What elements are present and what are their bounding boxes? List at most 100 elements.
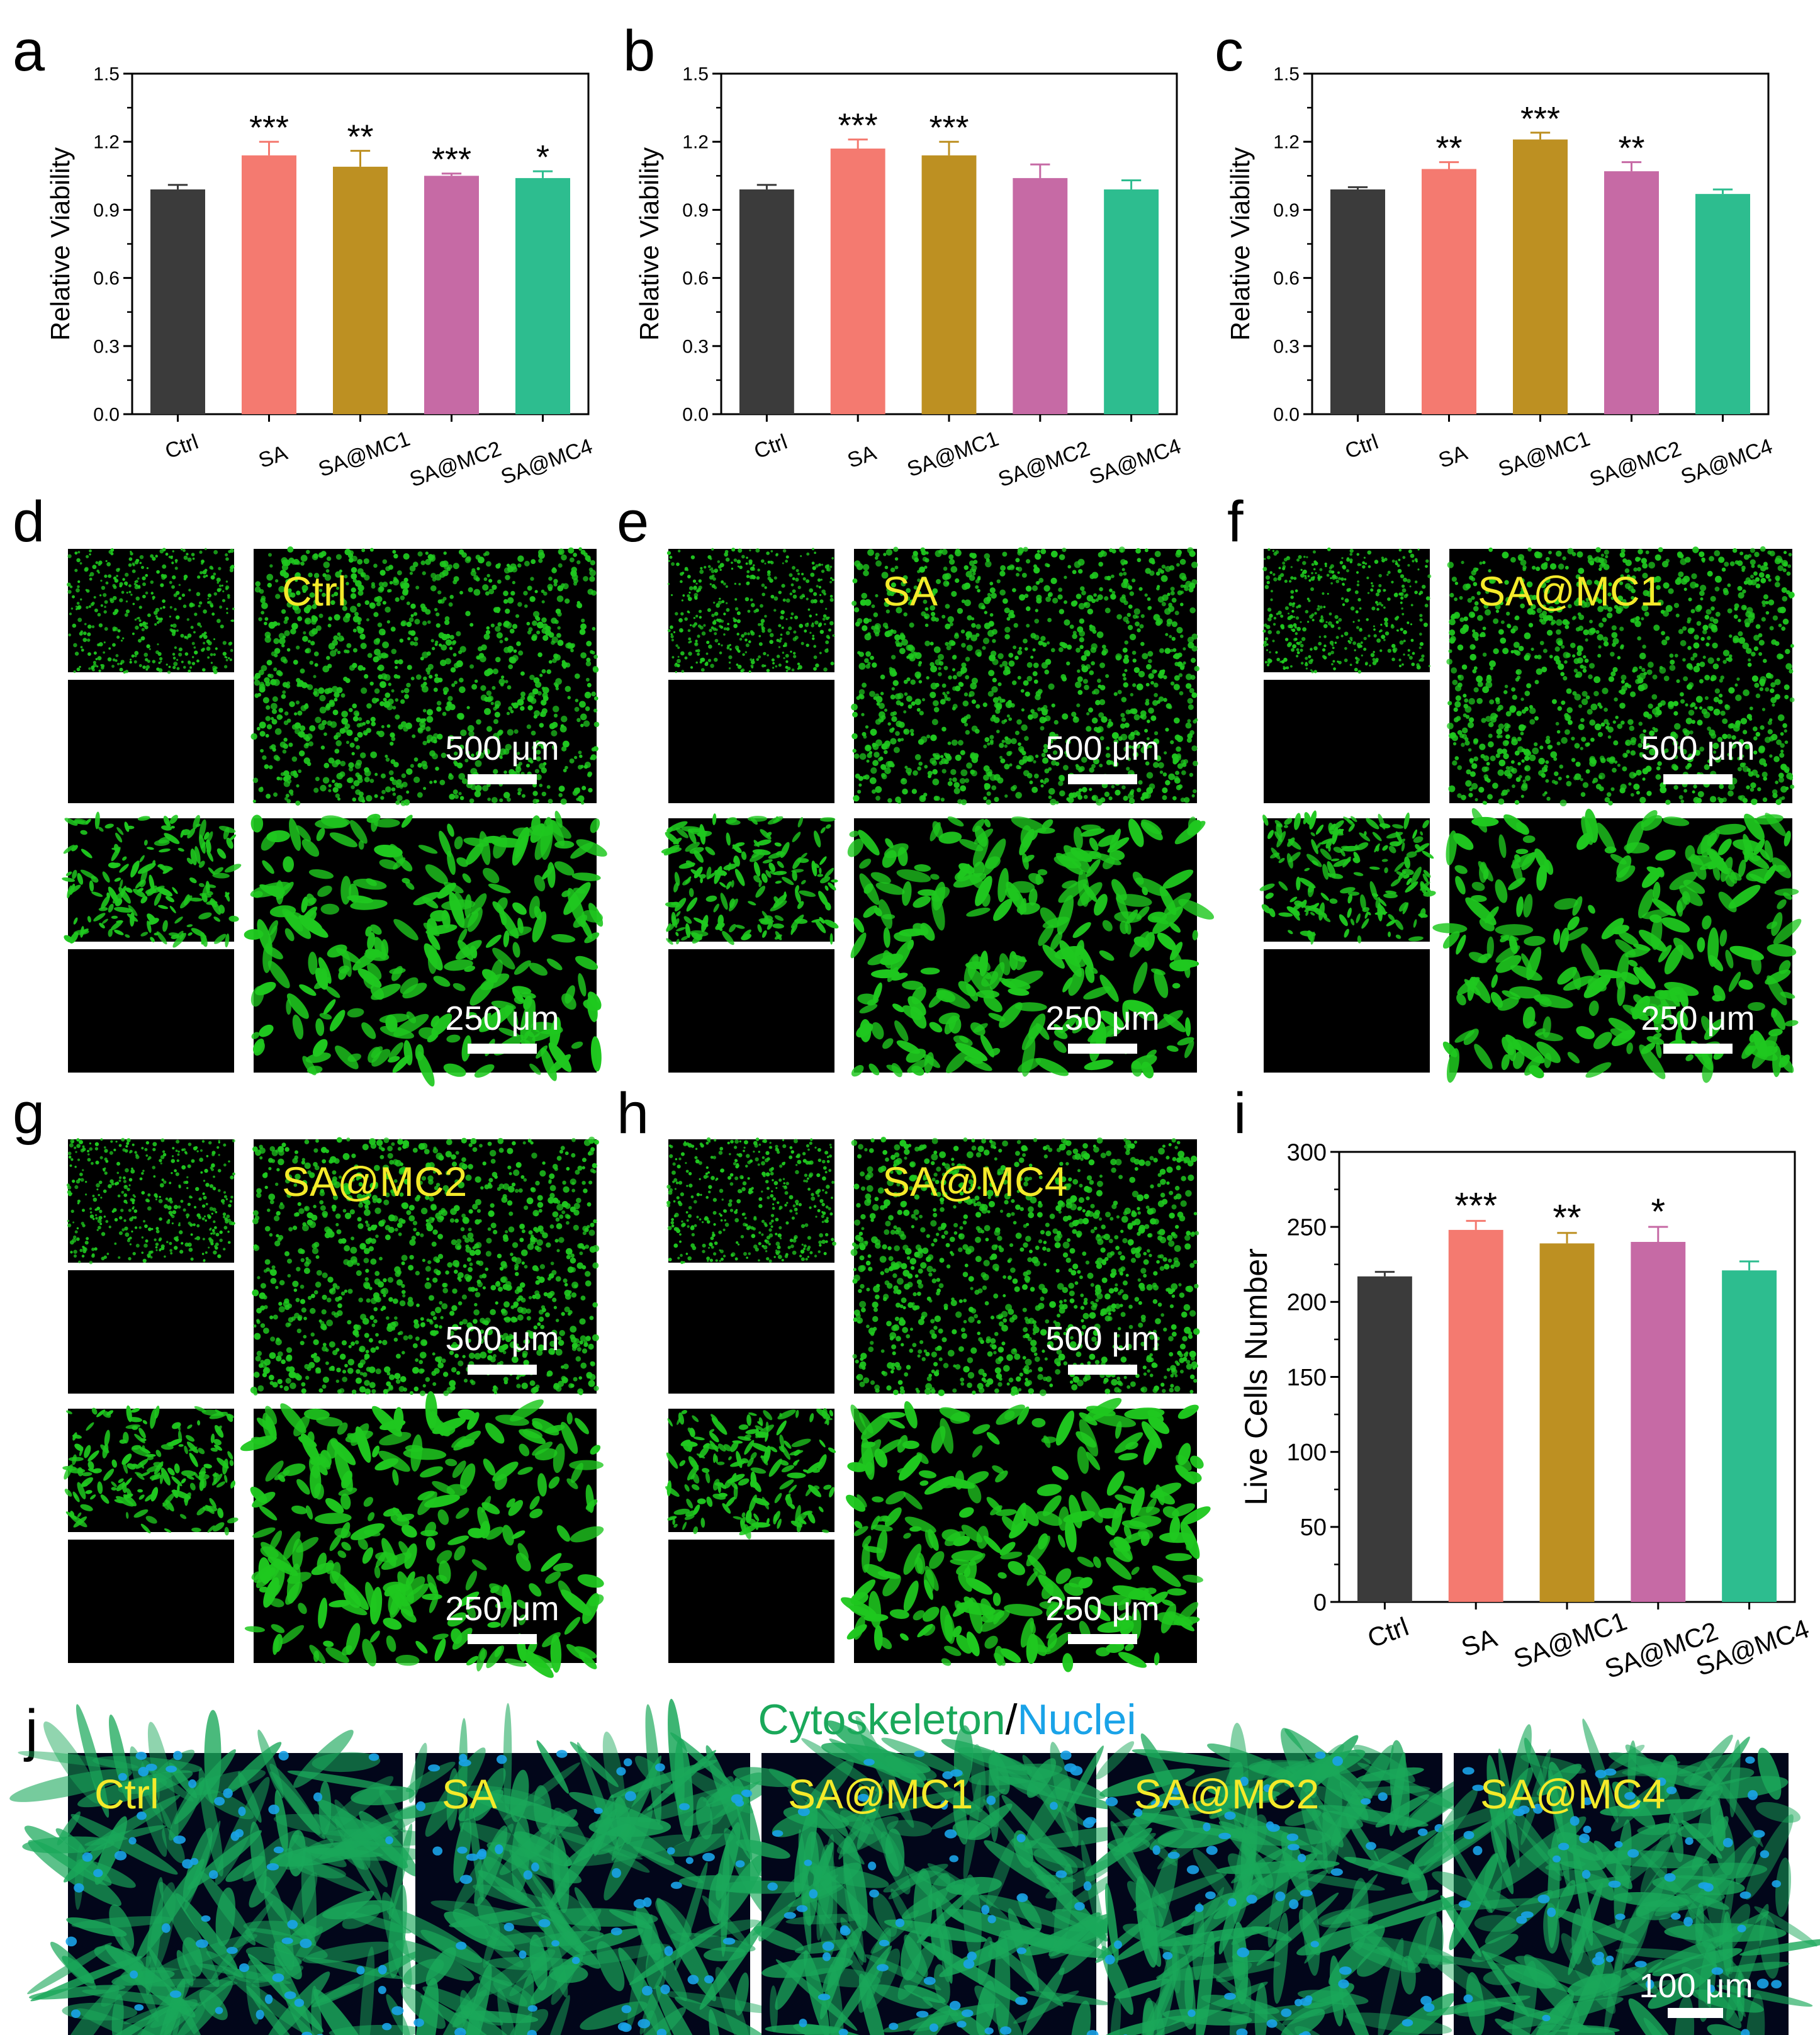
cell [1357, 670, 1361, 674]
cell [1066, 662, 1070, 665]
cell [977, 589, 980, 593]
cell [96, 570, 99, 573]
cell [125, 583, 127, 585]
cell [1132, 651, 1137, 655]
cell [72, 595, 75, 599]
cell [688, 629, 691, 632]
cell [169, 616, 171, 617]
bar-sa [1422, 169, 1476, 414]
cell [1109, 589, 1113, 592]
cell [67, 554, 71, 558]
cell [1150, 715, 1156, 721]
cell [1332, 660, 1335, 663]
cell [1371, 653, 1375, 657]
cell [793, 595, 797, 599]
cell [819, 594, 821, 596]
cell [1362, 561, 1365, 565]
cell [1323, 635, 1327, 638]
cell [1181, 798, 1185, 802]
cell [1361, 655, 1363, 657]
cell [750, 599, 753, 602]
cell [425, 551, 429, 555]
condition-label: SA [882, 568, 938, 614]
cell [224, 665, 227, 668]
cell [1357, 583, 1360, 587]
cell [1081, 664, 1085, 668]
cell [73, 670, 76, 673]
cell [751, 631, 755, 636]
cell [1407, 654, 1410, 657]
cell [264, 677, 269, 683]
cell [421, 760, 427, 766]
cell [510, 591, 515, 595]
cell [1396, 629, 1399, 632]
cell [505, 680, 508, 684]
cell [576, 718, 581, 723]
cell [1269, 571, 1272, 574]
cell [1188, 698, 1193, 704]
bar-sa [1449, 1230, 1503, 1602]
cell [432, 753, 438, 759]
cell [125, 613, 128, 617]
cell [1303, 556, 1306, 558]
cell [1589, 619, 1593, 623]
cell [1270, 599, 1272, 601]
cell [700, 661, 702, 663]
cell [881, 743, 887, 750]
cell [1135, 621, 1140, 626]
cell [112, 584, 116, 588]
cell [594, 696, 598, 701]
cell [1012, 680, 1016, 685]
cell [948, 781, 953, 786]
cell [135, 626, 139, 630]
cell [954, 787, 960, 794]
cell [1330, 641, 1334, 645]
cell [91, 602, 94, 606]
cell [921, 550, 926, 555]
cell [941, 615, 945, 619]
cell [1604, 550, 1609, 555]
cell [281, 644, 284, 647]
cell [1495, 697, 1500, 702]
cell [1039, 716, 1046, 723]
cell [536, 631, 540, 634]
cell [291, 623, 298, 629]
cell [261, 602, 268, 609]
cell [423, 682, 427, 685]
cell [751, 666, 754, 668]
cell [287, 648, 291, 652]
cell [193, 558, 195, 560]
cell [1138, 780, 1142, 784]
cell [430, 585, 437, 592]
cell [758, 635, 761, 638]
cell [851, 600, 857, 606]
cell [1161, 575, 1168, 582]
cell [872, 760, 879, 766]
cell [941, 769, 946, 773]
cell [858, 784, 862, 787]
cell [1145, 594, 1148, 597]
cell [313, 787, 318, 792]
cell [434, 677, 441, 684]
cell [541, 767, 547, 773]
cell [719, 625, 722, 628]
cell [1498, 799, 1505, 805]
cell [517, 792, 521, 796]
cell [760, 604, 763, 608]
cell [1171, 682, 1174, 685]
cell [1288, 612, 1289, 614]
cell [1040, 726, 1045, 731]
cell [870, 777, 877, 784]
cell [1077, 795, 1082, 800]
cell [886, 549, 892, 555]
cell [366, 720, 370, 724]
cell [320, 785, 326, 791]
cell [295, 801, 300, 806]
cell [262, 755, 266, 760]
cell [435, 641, 438, 644]
cell [272, 709, 277, 714]
cell [416, 674, 422, 680]
bar-sa-mc2 [424, 176, 479, 414]
cell [1680, 699, 1685, 704]
cell [1402, 663, 1404, 666]
